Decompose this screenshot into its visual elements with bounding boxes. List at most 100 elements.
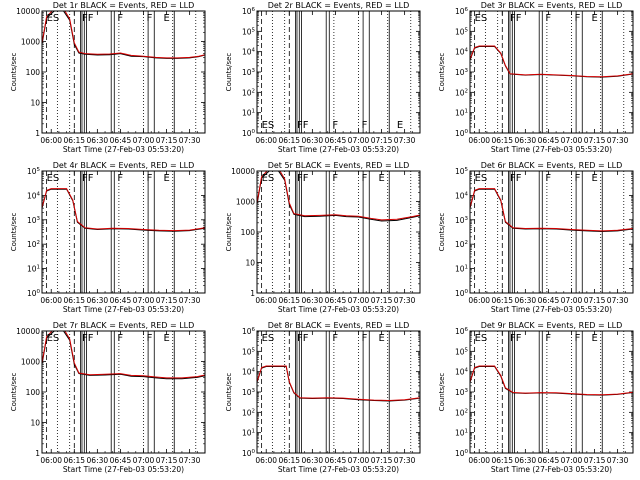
panel-title: Det 8r BLACK = Events, RED = LLD [268,321,410,330]
marker-label: FF [510,13,522,24]
marker-label: ES [47,333,60,344]
panel-title: Det 7r BLACK = Events, RED = LLD [53,321,195,330]
marker-label: F [575,13,581,24]
y-tick-label: 102 [242,88,255,97]
y-tick-label: 106 [455,327,469,336]
panel-title: Det 1r BLACK = Events, RED = LLD [53,1,195,10]
plot-frame [41,10,206,134]
x-tick-label: 06:45 [110,136,132,145]
y-tick-exponent: 1 [465,109,469,115]
x-tick-label: 06:15 [491,296,513,305]
y-tick-label: 105 [242,27,256,36]
y-tick-label: 102 [27,240,40,249]
marker-label: F [147,13,153,24]
x-tick-label: 06:15 [278,136,300,145]
marker-label: F [117,333,123,344]
marker-label: F [575,173,581,184]
x-tick-label: 06:00 [40,296,62,305]
y-tick-label: 105 [455,27,469,36]
y-tick-label: 102 [455,408,468,417]
panel-det-3: Det 3r BLACK = Events, RED = LLD10010110… [438,1,634,154]
marker-label: E [397,120,403,131]
x-axis-label: Start Time (27-Feb-03 05:53:20) [63,145,184,154]
panel-det-7: Det 7r BLACK = Events, RED = LLD 1 10 100 10… [10,321,206,474]
y-axis-label: Counts/sec [438,373,446,412]
x-tick-label: 07:30 [607,456,629,465]
y-tick-label: 103 [242,388,256,397]
y-tick-label: 100 [242,129,256,138]
panel-det-4: Det 4r BLACK = Events, RED = LLD10010110… [10,161,206,314]
plot-frame [469,330,634,454]
x-tick-label: 06:15 [63,456,85,465]
x-tick-label: 07:15 [371,296,393,305]
y-tick-label: 100 [26,68,41,77]
y-tick-label: 104 [242,368,256,377]
y-tick-label: 105 [27,167,41,176]
y-tick-label: 100 [241,228,256,237]
y-tick-exponent: 0 [465,449,469,455]
y-tick-exponent: 2 [37,240,41,246]
marker-label: F [332,120,338,131]
y-tick-label: 104 [455,48,469,57]
y-tick-exponent: 4 [252,48,256,54]
y-tick-label: 1 [35,449,40,458]
marker-label: FF [510,173,522,184]
marker-label: ES [475,173,488,184]
y-tick-label: 100 [27,289,41,298]
y-tick-label: 102 [242,408,255,417]
y-tick-exponent: 6 [252,327,256,333]
lld-series-line [470,188,633,232]
y-tick-label: 104 [242,48,256,57]
x-tick-label: 06:30 [302,136,324,145]
x-tick-label: 07:30 [179,296,201,305]
x-tick-label: 06:30 [515,456,537,465]
y-tick-label: 106 [242,7,256,16]
y-tick-exponent: 5 [465,167,469,173]
y-tick-label: 106 [455,7,469,16]
x-tick-label: 06:15 [63,136,85,145]
y-tick-exponent: 5 [465,347,469,353]
marker-label: FF [510,333,522,344]
x-tick-label: 07:30 [607,136,629,145]
x-tick-label: 06:00 [468,456,490,465]
y-tick-exponent: 3 [465,388,469,394]
x-tick-label: 06:15 [491,136,513,145]
events-series-line [257,366,420,402]
marker-label: F [362,120,368,131]
marker-label: ES [475,333,488,344]
marker-label: F [147,333,153,344]
marker-label: FF [297,173,309,184]
x-tick-label: 07:00 [348,456,370,465]
y-tick-label: 105 [455,347,469,356]
x-tick-label: 06:30 [302,296,324,305]
y-tick-exponent: 0 [465,289,469,295]
y-tick-exponent: 4 [465,368,469,374]
panel-title: Det 2r BLACK = Events, RED = LLD [268,1,410,10]
marker-label: F [117,173,123,184]
x-tick-label: 06:30 [87,136,109,145]
y-axis-label: Counts/sec [438,213,446,252]
marker-label: F [362,333,368,344]
y-tick-exponent: 1 [252,109,256,115]
x-tick-label: 07:15 [156,296,178,305]
y-tick-label: 100 [455,289,469,298]
y-tick-exponent: 4 [465,48,469,54]
x-axis-label: Start Time (27-Feb-03 05:53:20) [278,305,399,314]
y-tick-label: 104 [455,368,469,377]
marker-label: FF [297,120,309,131]
y-tick-label: 100 [455,449,469,458]
x-tick-label: 06:45 [325,296,347,305]
marker-label: E [591,13,597,24]
x-axis-label: Start Time (27-Feb-03 05:53:20) [278,465,399,474]
marker-label: FF [297,333,309,344]
y-tick-exponent: 0 [37,289,41,295]
lld-series-line [42,11,205,59]
x-tick-label: 07:30 [179,456,201,465]
y-tick-exponent: 2 [252,408,256,414]
y-axis-label: Counts/sec [225,373,233,412]
x-tick-label: 07:00 [133,456,155,465]
marker-label: F [575,333,581,344]
y-tick-exponent: 3 [465,68,469,74]
lld-series-line [470,45,633,78]
y-tick-label: 10 [30,99,40,108]
